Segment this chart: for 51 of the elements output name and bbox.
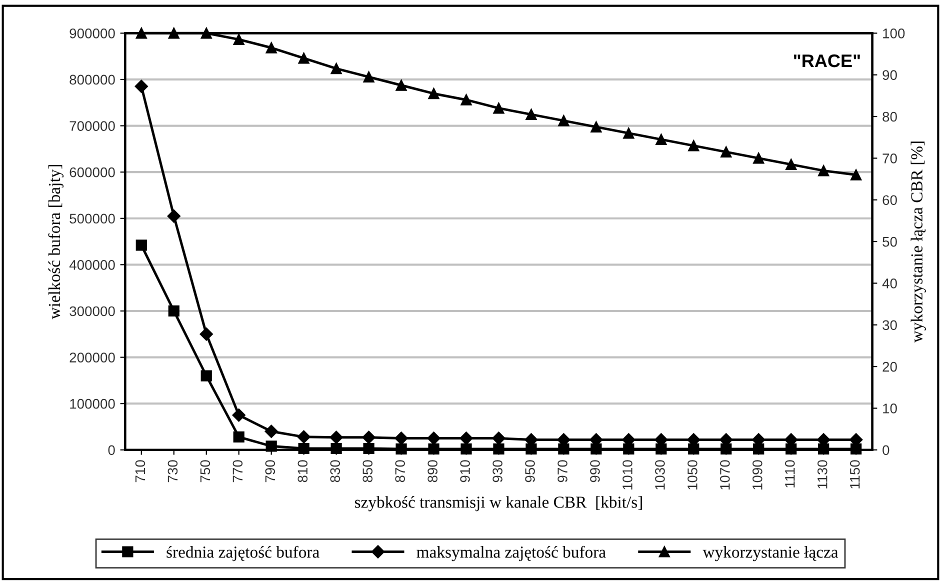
y-tick-label: 500000 — [70, 214, 115, 224]
x-tick-label: 730 — [168, 460, 178, 482]
y2-tick-label: 50 — [882, 236, 897, 247]
x-tick-label: 850 — [362, 460, 373, 482]
y-tick-label: 700000 — [70, 121, 115, 131]
x-tick-label: 930 — [492, 460, 502, 482]
x-tick-label: 1050 — [688, 460, 698, 490]
y-axis-title: wielkość bufora [bajty] — [48, 165, 64, 320]
x-tick-label: 990 — [590, 460, 600, 482]
y-tick-label: 800000 — [70, 74, 115, 85]
y2-tick-label: 70 — [882, 154, 897, 164]
x-axis-title: szybkość transmisji w kanale CBR [kbit/s] — [354, 496, 642, 512]
x-tick-label: 1150 — [850, 460, 860, 488]
y2-tick-label: 100 — [883, 28, 905, 38]
y2-tick-label: 80 — [882, 112, 897, 122]
x-tick-label: 710 — [135, 460, 146, 482]
y2-tick-label: 60 — [882, 195, 897, 206]
x-tick-label: 790 — [265, 460, 276, 482]
legend-label: wykorzystanie łącza — [702, 546, 838, 562]
legend-label: średnia zajętość bufora — [166, 546, 320, 562]
y-tick-label: 400000 — [69, 260, 115, 270]
y2-tick-label: 90 — [882, 70, 897, 80]
x-tick-label: 1110 — [784, 460, 795, 488]
x-tick-label: 1090 — [752, 460, 762, 490]
y-tick-label: 300000 — [70, 306, 115, 316]
y2-tick-label: 40 — [882, 278, 897, 288]
x-tick-label: 910 — [460, 460, 470, 482]
x-tick-label: 1030 — [655, 460, 665, 490]
x-tick-label: 870 — [395, 460, 406, 482]
x-tick-label: 1010 — [622, 460, 632, 490]
y-tick-label: 100000 — [70, 398, 115, 409]
x-tick-label: 810 — [298, 460, 308, 482]
x-tick-label: 1130 — [817, 460, 828, 488]
legend-label: maksymalna zajętość bufora — [416, 546, 606, 562]
y2-axis-title: wykorzystanie łącza CBR [%] — [910, 142, 926, 343]
x-tick-label: 970 — [558, 460, 568, 482]
y2-tick-label: 30 — [882, 320, 897, 330]
y-tick-label: 0 — [108, 445, 115, 456]
x-tick-label: 1070 — [720, 460, 730, 490]
y2-tick-label: 20 — [882, 362, 897, 372]
annotation: "RACE" — [794, 54, 860, 68]
x-tick-label: 830 — [330, 460, 340, 482]
y-tick-label: 900000 — [70, 28, 115, 38]
y-tick-label: 600000 — [70, 167, 115, 178]
y-tick-label: 200000 — [70, 352, 115, 362]
x-tick-label: 770 — [232, 460, 243, 482]
x-tick-label: 950 — [525, 460, 535, 482]
x-tick-label: 890 — [428, 460, 438, 482]
y2-tick-label: 0 — [882, 445, 890, 456]
y2-tick-label: 10 — [883, 404, 897, 414]
x-tick-label: 750 — [200, 460, 210, 482]
